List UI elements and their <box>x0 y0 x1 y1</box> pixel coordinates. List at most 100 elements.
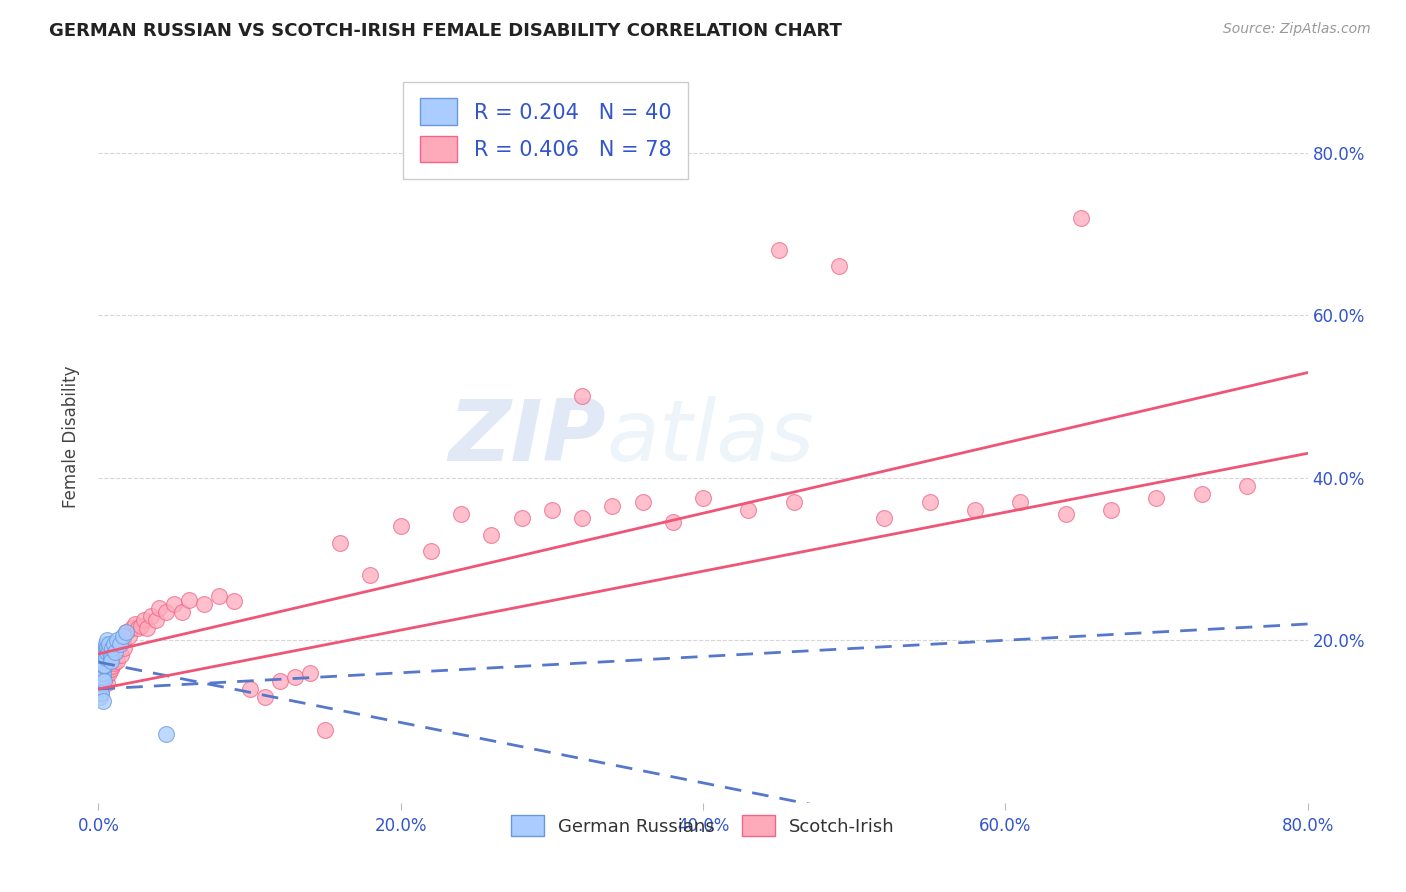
Point <box>148 600 170 615</box>
Point <box>94 654 117 668</box>
Point <box>90 662 112 676</box>
Point <box>107 643 129 657</box>
Point <box>91 662 114 676</box>
Point <box>661 516 683 530</box>
Point <box>100 649 122 664</box>
Point <box>91 670 114 684</box>
Point <box>450 508 472 522</box>
Point <box>91 662 114 676</box>
Point <box>108 637 131 651</box>
Point <box>91 645 114 659</box>
Point <box>269 673 291 688</box>
Point <box>105 654 128 668</box>
Point <box>155 605 177 619</box>
Point <box>90 686 112 700</box>
Point <box>510 511 533 525</box>
Point <box>104 645 127 659</box>
Point <box>98 651 121 665</box>
Point <box>89 681 111 696</box>
Point <box>1010 495 1032 509</box>
Point <box>768 243 790 257</box>
Point <box>91 694 114 708</box>
Point <box>105 633 128 648</box>
Point <box>90 678 112 692</box>
Point <box>1099 503 1122 517</box>
Point <box>571 511 593 525</box>
Point <box>127 621 149 635</box>
Point <box>96 633 118 648</box>
Point <box>145 613 167 627</box>
Point <box>1070 211 1092 225</box>
Point <box>141 608 163 623</box>
Point <box>965 503 987 517</box>
Point <box>118 629 141 643</box>
Point <box>111 633 134 648</box>
Point <box>873 511 896 525</box>
Point <box>94 651 117 665</box>
Point <box>93 657 115 672</box>
Text: GERMAN RUSSIAN VS SCOTCH-IRISH FEMALE DISABILITY CORRELATION CHART: GERMAN RUSSIAN VS SCOTCH-IRISH FEMALE DI… <box>49 22 842 40</box>
Point <box>96 640 118 654</box>
Point <box>93 657 115 672</box>
Point <box>208 589 231 603</box>
Point <box>98 643 121 657</box>
Y-axis label: Female Disability: Female Disability <box>62 366 80 508</box>
Point <box>360 568 382 582</box>
Point <box>170 605 193 619</box>
Point <box>96 657 118 672</box>
Point <box>94 662 117 676</box>
Point <box>602 499 624 513</box>
Point <box>179 592 201 607</box>
Point <box>90 675 112 690</box>
Point <box>100 654 122 668</box>
Text: Source: ZipAtlas.com: Source: ZipAtlas.com <box>1223 22 1371 37</box>
Point <box>90 665 112 680</box>
Point <box>89 681 111 696</box>
Point <box>104 645 127 659</box>
Point <box>110 648 132 662</box>
Point <box>284 670 307 684</box>
Point <box>94 641 117 656</box>
Point <box>101 659 124 673</box>
Text: atlas: atlas <box>606 395 814 479</box>
Point <box>94 670 117 684</box>
Point <box>253 690 276 705</box>
Point <box>828 260 851 274</box>
Point <box>91 654 114 668</box>
Point <box>155 727 177 741</box>
Point <box>114 625 136 640</box>
Point <box>124 617 146 632</box>
Point <box>481 527 503 541</box>
Point <box>91 649 114 664</box>
Point <box>93 659 115 673</box>
Point <box>129 618 152 632</box>
Point <box>918 495 941 509</box>
Text: ZIP: ZIP <box>449 395 606 479</box>
Point <box>94 637 117 651</box>
Point <box>90 673 112 688</box>
Point <box>239 681 262 696</box>
Point <box>692 491 714 505</box>
Point <box>224 594 246 608</box>
Point <box>114 625 136 640</box>
Point <box>90 670 112 684</box>
Point <box>1191 487 1213 501</box>
Point <box>93 665 115 680</box>
Point <box>91 673 114 688</box>
Point <box>1236 479 1258 493</box>
Point <box>111 629 134 643</box>
Point <box>93 654 115 668</box>
Point <box>1144 491 1167 505</box>
Legend: German Russians, Scotch-Irish: German Russians, Scotch-Irish <box>502 806 904 845</box>
Point <box>1054 508 1077 522</box>
Point <box>163 597 186 611</box>
Point <box>98 637 121 651</box>
Point <box>103 649 125 664</box>
Point <box>737 503 759 517</box>
Point <box>389 519 412 533</box>
Point <box>631 495 654 509</box>
Point <box>98 665 121 680</box>
Point <box>329 535 352 549</box>
Point <box>93 648 115 662</box>
Point <box>91 665 114 680</box>
